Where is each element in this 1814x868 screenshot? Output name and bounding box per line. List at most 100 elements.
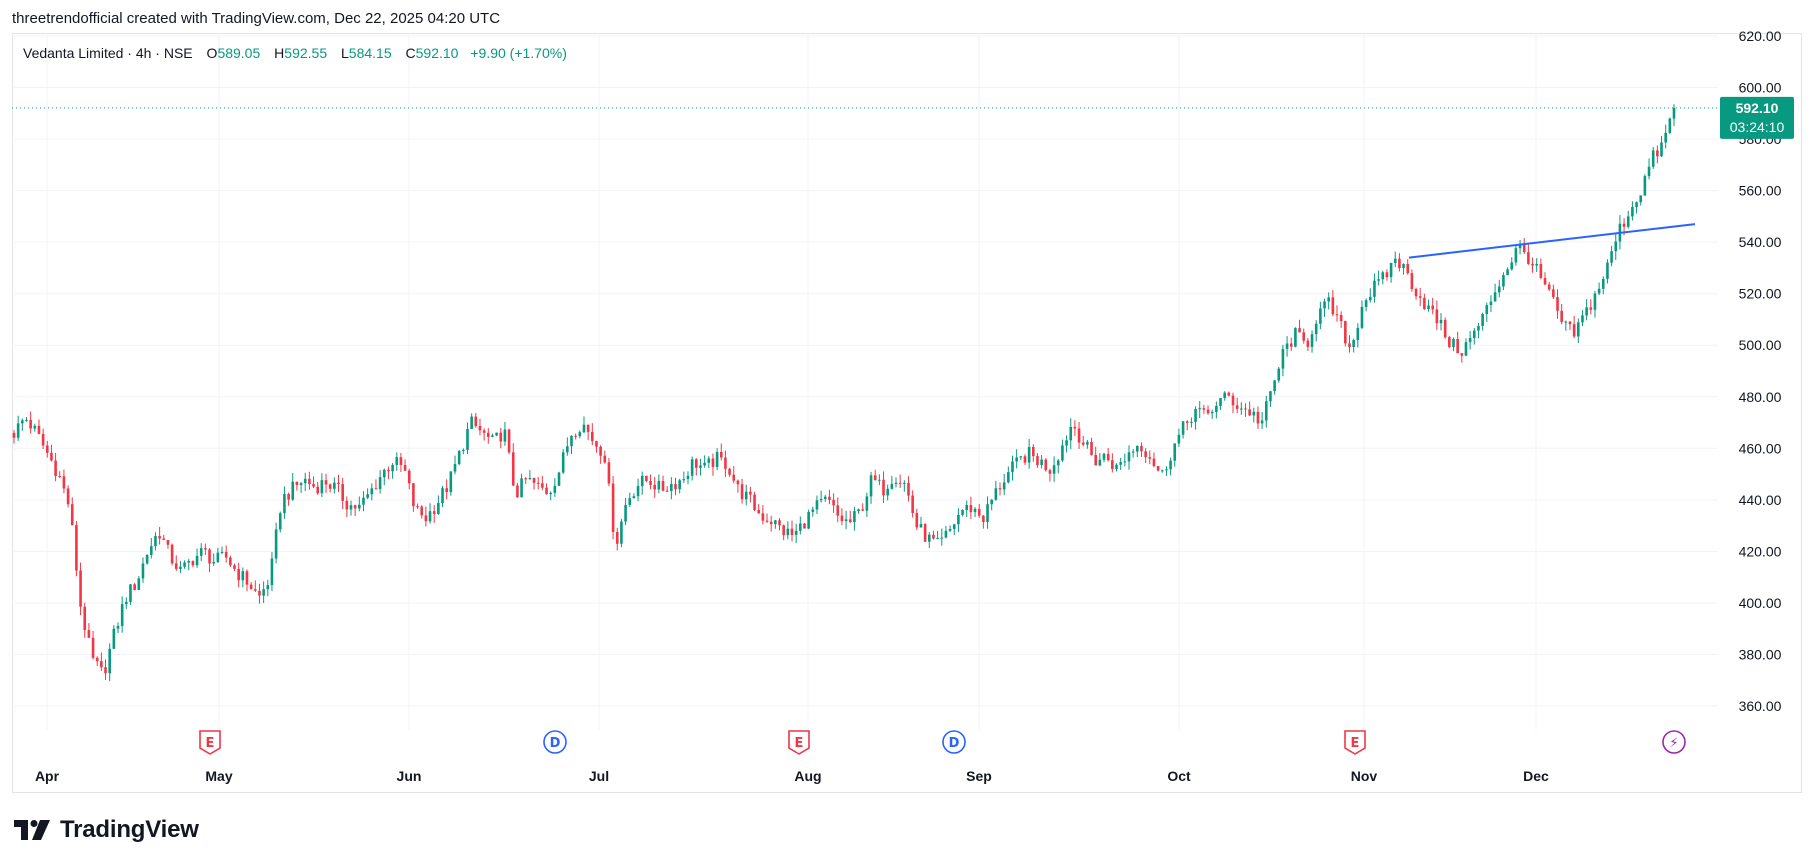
candle-body	[678, 480, 681, 490]
candle-body	[778, 520, 781, 526]
candle-body	[91, 637, 95, 658]
chart-frame[interactable]	[12, 33, 1802, 793]
candle-body	[1185, 421, 1189, 423]
candle-body	[287, 493, 290, 500]
close-label: C	[405, 45, 416, 61]
earnings-marker[interactable]: E	[1344, 730, 1366, 755]
candle-body	[1398, 258, 1401, 269]
candle-body	[366, 494, 369, 498]
candle-body	[1635, 202, 1638, 208]
candle-body	[50, 452, 53, 461]
candle-body	[665, 490, 669, 492]
time-axis[interactable]: Apr May Jun Jul Aug Sep Oct Nov Dec	[35, 768, 1549, 784]
dividend-marker[interactable]: D	[942, 730, 966, 754]
tradingview-brand[interactable]: TradingView	[14, 816, 199, 844]
candle-body	[803, 523, 806, 529]
candle-body	[449, 471, 453, 493]
price-tick-label: 480.00	[1739, 389, 1782, 405]
candle-body	[1027, 446, 1031, 463]
candle-body	[195, 555, 199, 566]
split-marker[interactable]: ⚡	[1662, 730, 1686, 754]
earnings-marker[interactable]: E	[788, 730, 810, 755]
symbol-legend: Vedanta Limited · 4h · NSE O589.05 H592.…	[23, 45, 567, 61]
candle-body	[1514, 248, 1518, 263]
candle-body	[1672, 107, 1676, 119]
candle-body	[441, 488, 444, 504]
event-markers[interactable]: E D E D E ⚡	[199, 730, 1686, 755]
dividend-marker[interactable]: D	[543, 730, 567, 754]
candle-body	[607, 462, 611, 484]
price-tick-label: 600.00	[1739, 80, 1782, 96]
candle-body	[166, 540, 170, 545]
candle-body	[819, 498, 823, 501]
candle-body	[1298, 328, 1301, 333]
candle-body	[1560, 310, 1563, 322]
candle-body	[769, 521, 773, 525]
candle-body	[141, 563, 145, 579]
candle-body	[1389, 262, 1393, 278]
candle-body	[923, 524, 927, 542]
time-tick-label: Jun	[397, 768, 422, 784]
candle-body	[936, 537, 939, 539]
candle-body	[1385, 272, 1389, 278]
candle-body	[670, 484, 673, 492]
resistance-trendline	[1408, 223, 1696, 259]
candle-body	[1090, 441, 1093, 456]
candle-body	[1264, 401, 1268, 421]
candle-body	[79, 570, 82, 607]
candle-body	[1206, 409, 1210, 414]
candle-body	[499, 432, 503, 442]
candle-body	[615, 532, 619, 544]
candle-body	[1473, 330, 1476, 339]
candle-body	[674, 484, 677, 490]
candle-body	[66, 488, 70, 505]
candle-body	[1323, 301, 1326, 309]
time-tick-label: Sep	[966, 768, 992, 784]
candle-body	[640, 475, 644, 487]
candle-body	[1131, 451, 1135, 453]
candle-body	[486, 432, 490, 437]
last-price-tag: 592.10 03:24:10	[12, 96, 1794, 139]
candle-body	[1156, 466, 1160, 471]
candle-body	[1044, 459, 1048, 471]
trendline[interactable]	[1408, 223, 1696, 259]
candle-body	[1319, 308, 1322, 324]
candle-body	[1356, 327, 1360, 341]
earnings-marker[interactable]: E	[199, 730, 221, 755]
candle-body	[744, 491, 748, 500]
candle-body	[1098, 459, 1102, 466]
candle-body	[174, 563, 178, 569]
candle-body	[424, 515, 428, 522]
candle-body	[707, 458, 711, 463]
candle-body	[1248, 409, 1251, 416]
earnings-label: E	[1351, 736, 1360, 751]
candle-body	[653, 484, 657, 490]
candle-body	[320, 480, 324, 494]
candle-body	[345, 500, 349, 510]
candle-body	[1244, 408, 1247, 410]
candle-body	[1144, 451, 1147, 458]
price-axis[interactable]: 620.00600.00580.00560.00540.00520.00500.…	[1739, 28, 1782, 714]
candle-body	[478, 426, 482, 431]
candle-body	[944, 530, 948, 538]
candle-body	[774, 520, 777, 525]
candle-body	[740, 484, 744, 500]
candle-body	[1377, 279, 1380, 281]
candle-body	[395, 457, 399, 465]
candle-body	[266, 585, 270, 590]
candle-body	[95, 657, 99, 662]
open-value: 589.05	[217, 45, 261, 61]
candle-body	[1215, 405, 1218, 413]
candle-body	[87, 630, 91, 638]
candle-body	[274, 529, 278, 559]
candle-body	[611, 483, 615, 533]
candle-body	[1227, 392, 1231, 396]
candle-body	[1273, 380, 1276, 392]
candle-body	[1414, 288, 1418, 297]
candle-body	[1668, 118, 1672, 133]
candle-body	[1502, 275, 1505, 287]
candle-body	[1036, 456, 1039, 466]
price-tick-label: 460.00	[1739, 440, 1782, 456]
candle-body	[391, 464, 394, 472]
